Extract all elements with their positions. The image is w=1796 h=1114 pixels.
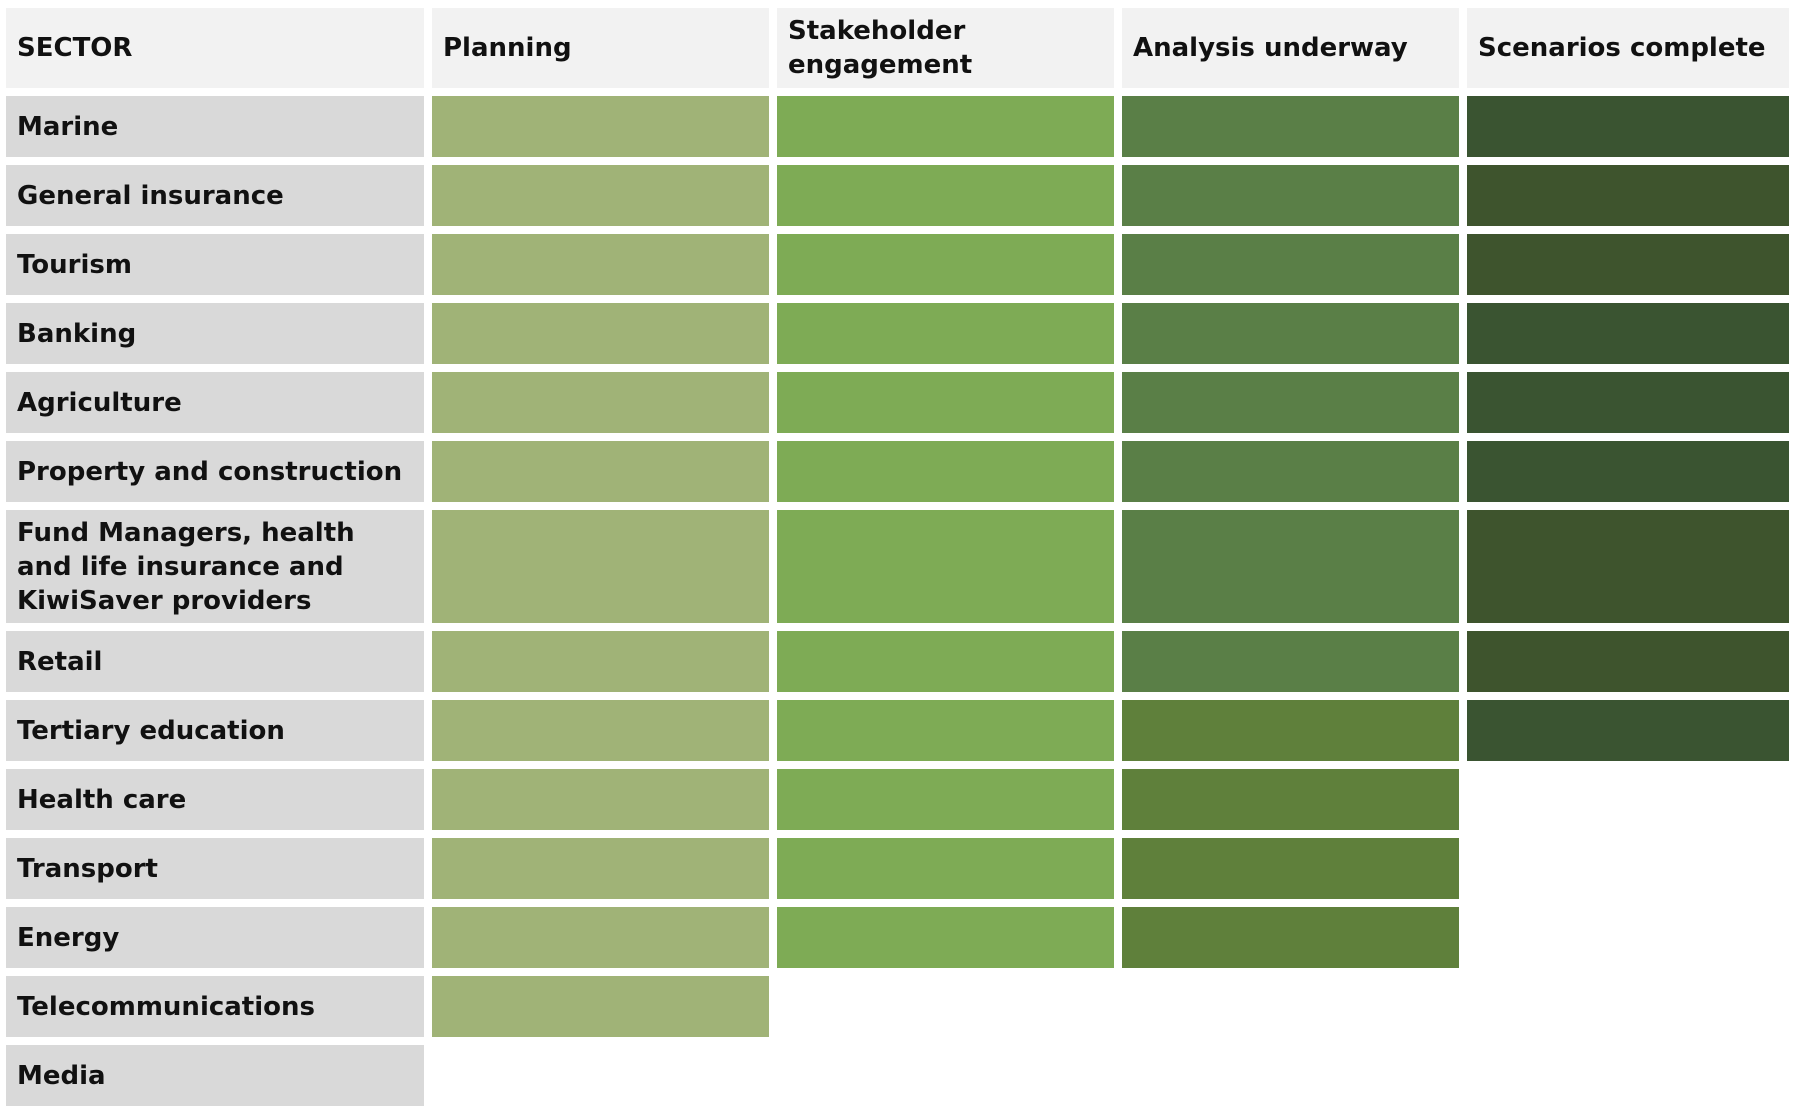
stage-bar-scenarios-complete <box>1467 700 1789 761</box>
column-header-stakeholder-engagement: Stakeholder engagement <box>777 8 1114 88</box>
stage-bar-stakeholder-engagement <box>777 838 1114 899</box>
column-header-scenarios-complete: Scenarios complete <box>1467 8 1789 88</box>
stage-bar-stakeholder-engagement <box>777 303 1114 364</box>
sector-label: Marine <box>6 96 424 157</box>
stage-empty-scenarios-complete <box>1467 769 1789 830</box>
stage-bar-analysis-underway <box>1122 372 1459 433</box>
stage-bar-scenarios-complete <box>1467 631 1789 692</box>
sector-label: General insurance <box>6 165 424 226</box>
stage-bar-stakeholder-engagement <box>777 769 1114 830</box>
stage-bar-stakeholder-engagement <box>777 907 1114 968</box>
table-row: Health care <box>6 769 1789 830</box>
stage-bar-planning <box>432 700 769 761</box>
stage-bar-stakeholder-engagement <box>777 234 1114 295</box>
stage-bar-planning <box>432 441 769 502</box>
stage-bar-stakeholder-engagement <box>777 441 1114 502</box>
stage-empty-analysis-underway <box>1122 976 1459 1037</box>
stage-bar-stakeholder-engagement <box>777 510 1114 623</box>
stage-empty-stakeholder-engagement <box>777 1045 1114 1106</box>
header-row: SECTOR Planning Stakeholder engagement A… <box>6 8 1789 88</box>
column-header-planning: Planning <box>432 8 769 88</box>
sector-label: Media <box>6 1045 424 1106</box>
table-row: Transport <box>6 838 1789 899</box>
stage-empty-scenarios-complete <box>1467 838 1789 899</box>
stage-bar-planning <box>432 510 769 623</box>
stage-bar-planning <box>432 907 769 968</box>
table-row: Agriculture <box>6 372 1789 433</box>
stage-bar-analysis-underway <box>1122 96 1459 157</box>
table-row: Fund Managers, health and life insurance… <box>6 510 1789 623</box>
stage-bar-analysis-underway <box>1122 165 1459 226</box>
stage-bar-planning <box>432 769 769 830</box>
stage-empty-scenarios-complete <box>1467 976 1789 1037</box>
stage-bar-scenarios-complete <box>1467 510 1789 623</box>
stage-bar-scenarios-complete <box>1467 303 1789 364</box>
sector-label: Tourism <box>6 234 424 295</box>
table-row: Retail <box>6 631 1789 692</box>
stage-bar-stakeholder-engagement <box>777 96 1114 157</box>
table-row: General insurance <box>6 165 1789 226</box>
table-row: Banking <box>6 303 1789 364</box>
sector-label: Health care <box>6 769 424 830</box>
table-row: Tourism <box>6 234 1789 295</box>
sector-label: Banking <box>6 303 424 364</box>
stage-bar-stakeholder-engagement <box>777 631 1114 692</box>
table-row: Energy <box>6 907 1789 968</box>
stage-bar-scenarios-complete <box>1467 234 1789 295</box>
stage-bar-analysis-underway <box>1122 631 1459 692</box>
sector-label: Retail <box>6 631 424 692</box>
stage-bar-planning <box>432 234 769 295</box>
stage-bar-stakeholder-engagement <box>777 700 1114 761</box>
table-body: Marine General insurance Tourism Banking Agr… <box>6 96 1789 1106</box>
table-row: Telecommunications <box>6 976 1789 1037</box>
sector-label: Agriculture <box>6 372 424 433</box>
stage-bar-planning <box>432 165 769 226</box>
stage-bar-analysis-underway <box>1122 441 1459 502</box>
stage-bar-planning <box>432 838 769 899</box>
stage-bar-planning <box>432 631 769 692</box>
table-row: Property and construction <box>6 441 1789 502</box>
table-row: Marine <box>6 96 1789 157</box>
stage-bar-analysis-underway <box>1122 234 1459 295</box>
table-row: Tertiary education <box>6 700 1789 761</box>
stage-bar-stakeholder-engagement <box>777 372 1114 433</box>
sector-label: Transport <box>6 838 424 899</box>
stage-empty-analysis-underway <box>1122 1045 1459 1106</box>
sector-label: Tertiary education <box>6 700 424 761</box>
sector-label: Energy <box>6 907 424 968</box>
stage-bar-scenarios-complete <box>1467 165 1789 226</box>
stage-bar-analysis-underway <box>1122 510 1459 623</box>
stage-bar-scenarios-complete <box>1467 372 1789 433</box>
stage-bar-planning <box>432 303 769 364</box>
stage-bar-analysis-underway <box>1122 769 1459 830</box>
stage-empty-scenarios-complete <box>1467 907 1789 968</box>
stage-bar-analysis-underway <box>1122 700 1459 761</box>
stage-bar-analysis-underway <box>1122 303 1459 364</box>
stage-empty-stakeholder-engagement <box>777 976 1114 1037</box>
stage-bar-analysis-underway <box>1122 907 1459 968</box>
sector-label: Fund Managers, health and life insurance… <box>6 510 424 623</box>
column-header-analysis-underway: Analysis underway <box>1122 8 1459 88</box>
table-row: Media <box>6 1045 1789 1106</box>
sector-label: Property and construction <box>6 441 424 502</box>
stage-empty-scenarios-complete <box>1467 1045 1789 1106</box>
stage-empty-planning <box>432 1045 769 1106</box>
stage-bar-scenarios-complete <box>1467 96 1789 157</box>
stage-bar-planning <box>432 976 769 1037</box>
stage-bar-analysis-underway <box>1122 838 1459 899</box>
stage-bar-stakeholder-engagement <box>777 165 1114 226</box>
stage-bar-planning <box>432 372 769 433</box>
column-header-sector: SECTOR <box>6 8 424 88</box>
sector-label: Telecommunications <box>6 976 424 1037</box>
stage-bar-planning <box>432 96 769 157</box>
stage-bar-scenarios-complete <box>1467 441 1789 502</box>
